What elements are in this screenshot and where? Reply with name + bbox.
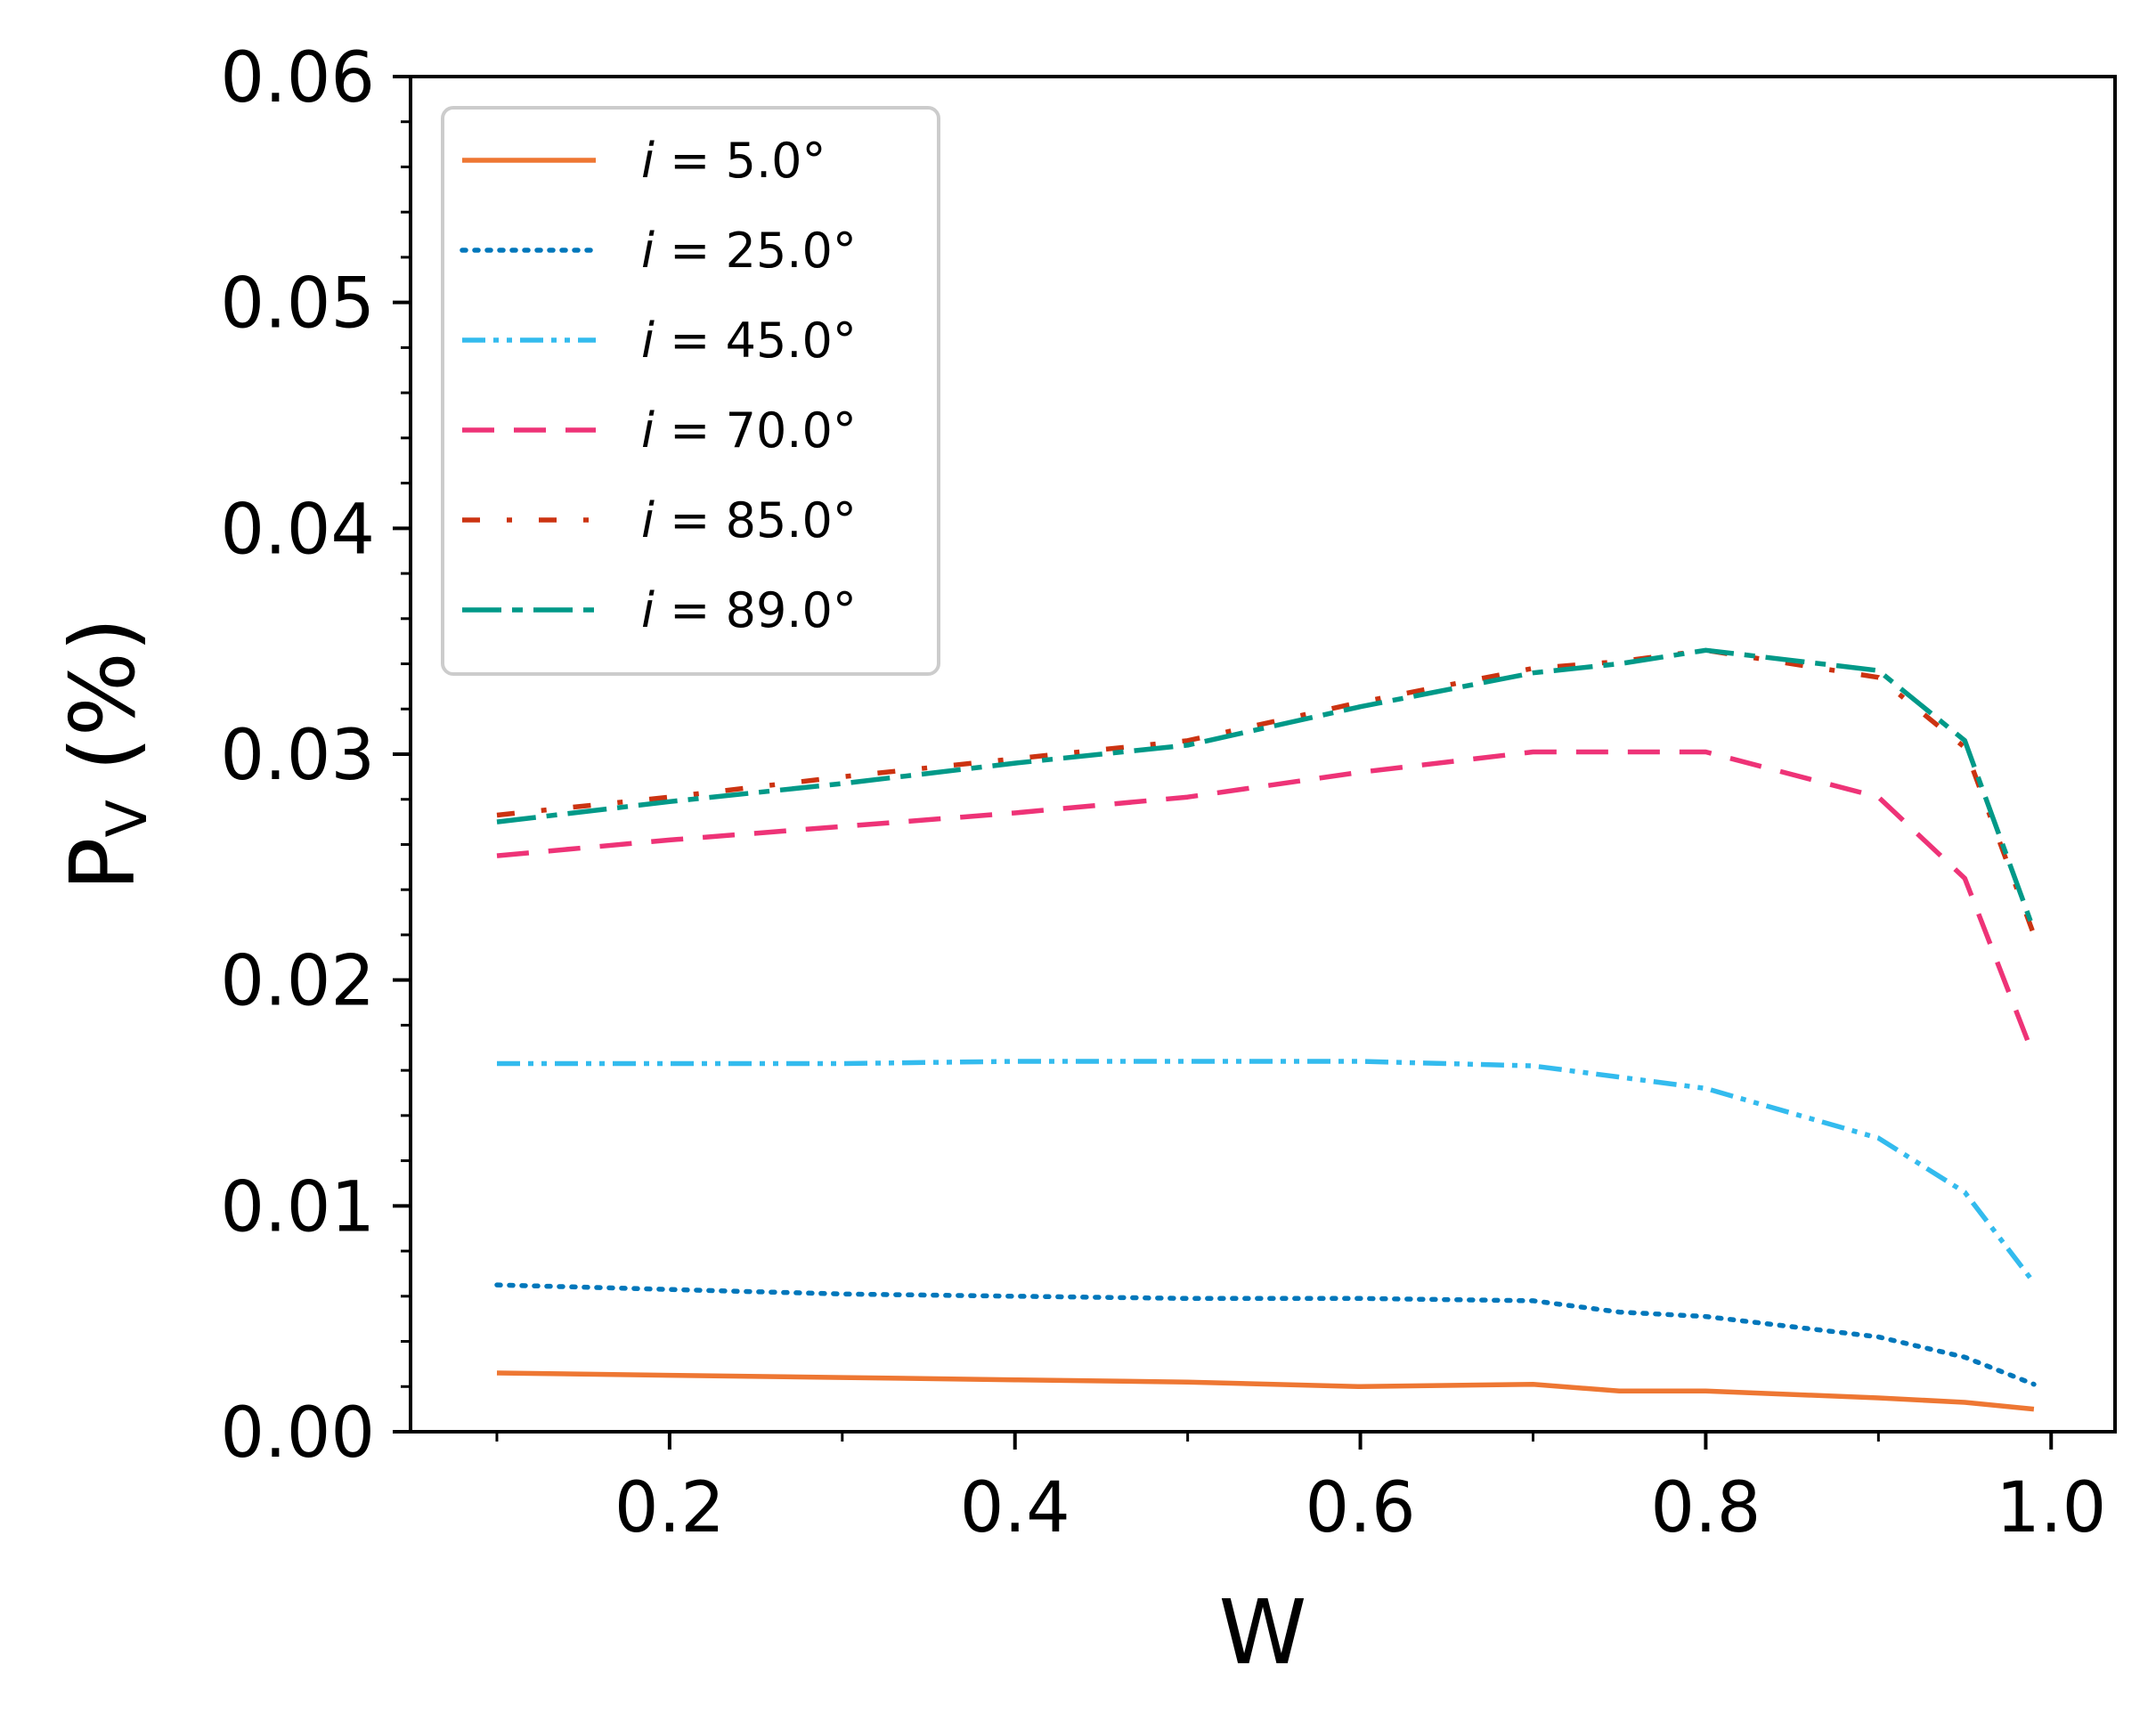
legend-label-value: = 25.0° <box>655 223 857 279</box>
series-line-3 <box>496 749 2037 1058</box>
y-tick-label: 0.03 <box>220 716 375 796</box>
y-tick-label: 0.02 <box>220 942 375 1022</box>
legend-label-2: i = 45.0° <box>641 313 857 369</box>
y-axis-title: PV (%) <box>51 617 159 891</box>
y-axis-title-subscript: V <box>94 800 159 837</box>
legend-label-value: = 85.0° <box>655 492 857 548</box>
x-tick-label: 0.8 <box>1650 1468 1761 1548</box>
legend-label-variable: i <box>641 133 655 189</box>
x-tick-label: 0.2 <box>614 1468 725 1548</box>
series-line-4 <box>496 647 2037 936</box>
y-axis-title-suffix: (%) <box>51 617 155 800</box>
series-lines <box>494 647 2037 1412</box>
legend-label-value: = 89.0° <box>655 582 857 638</box>
series-line-1 <box>494 1282 2037 1387</box>
legend-label-value: = 5.0° <box>655 133 826 189</box>
y-axis-title-base: P <box>51 837 155 890</box>
legend-label-variable: i <box>641 313 655 369</box>
legend-label-3: i = 70.0° <box>641 402 857 459</box>
legend: i = 5.0°i = 25.0°i = 45.0°i = 70.0°i = 8… <box>441 106 940 676</box>
legend-label-5: i = 89.0° <box>641 582 857 638</box>
y-tick-label: 0.05 <box>220 264 375 345</box>
legend-label-0: i = 5.0° <box>641 133 826 189</box>
legend-label-variable: i <box>641 582 655 638</box>
series-line-5 <box>496 647 2037 931</box>
legend-label-variable: i <box>641 223 655 279</box>
x-tick-label: 0.4 <box>960 1468 1070 1548</box>
y-tick-label: 0.00 <box>220 1393 375 1474</box>
x-axis-ticks: 0.2 0.4 0.6 0.8 1.0 <box>495 1432 2106 1548</box>
y-tick-label: 0.06 <box>220 38 375 118</box>
series-line-2 <box>497 1059 2037 1285</box>
legend-label-4: i = 85.0° <box>641 492 857 548</box>
legend-label-value: = 45.0° <box>655 313 857 369</box>
legend-label-value: = 70.0° <box>655 402 857 459</box>
x-tick-label: 1.0 <box>1996 1468 2106 1548</box>
y-tick-label: 0.04 <box>220 490 375 570</box>
legend-label-1: i = 25.0° <box>641 223 857 279</box>
legend-label-variable: i <box>641 402 655 459</box>
y-axis-ticks: 0.00 0.01 0.02 0.03 0.04 0.05 0.06 <box>220 38 411 1474</box>
y-tick-label: 0.01 <box>220 1167 375 1247</box>
legend-label-variable: i <box>641 492 655 548</box>
series-line-0 <box>496 1370 2035 1412</box>
x-axis-title: W <box>1219 1580 1307 1685</box>
x-tick-label: 0.6 <box>1306 1468 1416 1548</box>
